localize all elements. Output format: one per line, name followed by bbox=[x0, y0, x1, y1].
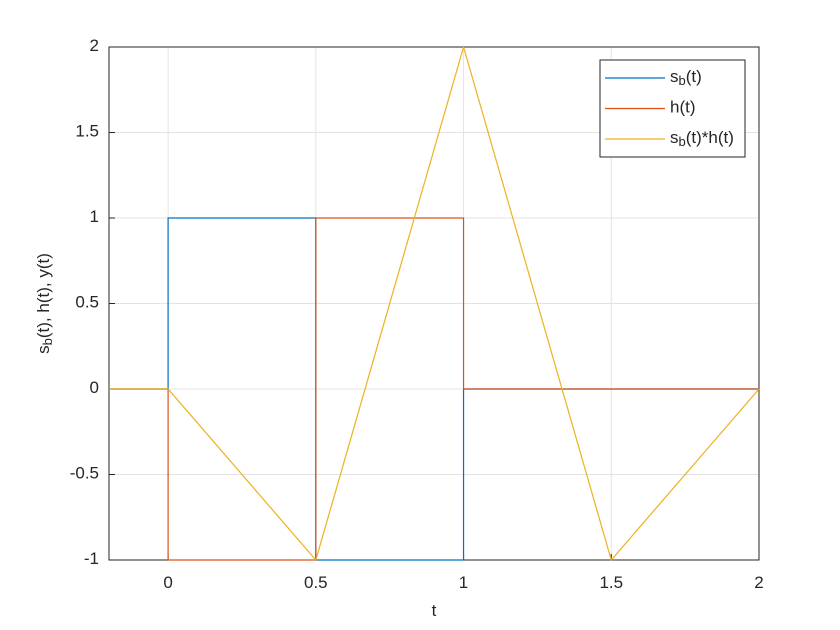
y-tick-label: 0 bbox=[90, 378, 99, 397]
y-tick-label: 0.5 bbox=[75, 293, 99, 312]
legend-label: sb(t)*h(t) bbox=[670, 128, 734, 149]
series-line bbox=[109, 44, 760, 562]
legend-label: h(t) bbox=[670, 98, 696, 117]
x-tick-label: 1.5 bbox=[599, 573, 623, 592]
series-line bbox=[109, 217, 759, 561]
x-tick-label: 2 bbox=[754, 573, 763, 592]
legend-label: sb(t) bbox=[670, 67, 702, 88]
y-tick-label: -1 bbox=[84, 549, 99, 568]
y-tick-label: 2 bbox=[90, 36, 99, 55]
x-tick-label: 1 bbox=[459, 573, 468, 592]
y-axis-label: sb(t), h(t), y(t) bbox=[34, 253, 55, 354]
y-tick-label: -0.5 bbox=[70, 464, 99, 483]
x-tick-label: 0 bbox=[163, 573, 172, 592]
x-tick-label: 0.5 bbox=[304, 573, 328, 592]
y-tick-label: 1 bbox=[90, 207, 99, 226]
x-axis-label: t bbox=[432, 601, 437, 620]
y-tick-label: 1.5 bbox=[75, 122, 99, 141]
